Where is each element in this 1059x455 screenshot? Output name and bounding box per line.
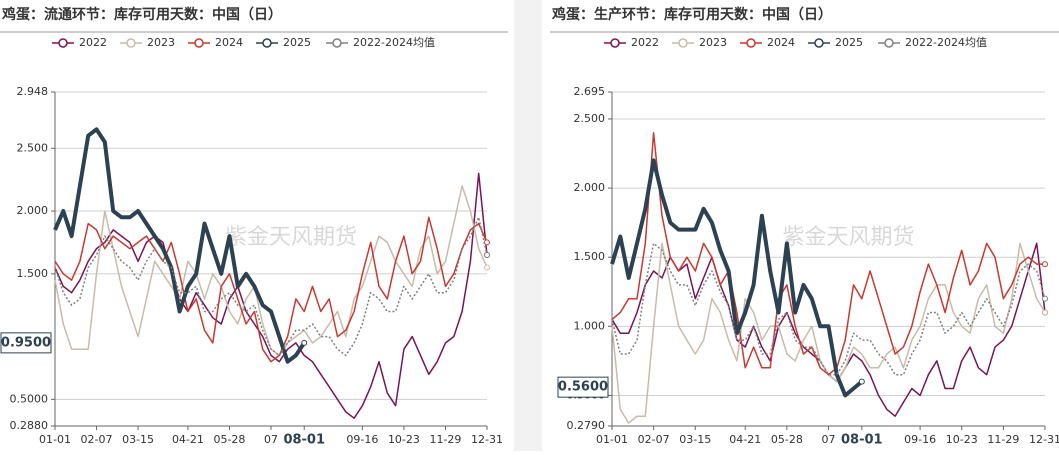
crosshair-label: 0.5600 xyxy=(558,380,608,395)
end-marker xyxy=(484,239,490,246)
x-tick-label: 07 xyxy=(822,433,836,446)
legend-label: 2022-2024均值 xyxy=(353,36,435,49)
end-marker xyxy=(484,264,490,271)
legend-marker xyxy=(194,38,204,48)
legend-marker xyxy=(678,38,688,48)
x-tick-label: 10-23 xyxy=(388,433,420,446)
series-line xyxy=(610,158,864,398)
crosshair-label: 0.9500 xyxy=(1,335,51,350)
legend-label: 2022 xyxy=(631,36,659,49)
series-line xyxy=(53,127,306,364)
x-tick-label: 04-21 xyxy=(172,433,204,446)
y-tick-label: 1.500 xyxy=(17,267,49,280)
end-marker xyxy=(1042,309,1048,316)
series-line xyxy=(611,242,1046,376)
x-tick-label: 02-07 xyxy=(81,433,113,446)
y-tick-label: 1.000 xyxy=(574,319,606,332)
legend-marker xyxy=(58,38,68,48)
y-tick-label: 2.500 xyxy=(17,141,49,154)
legend-marker xyxy=(746,38,756,48)
chart-title: 鸡蛋：生产环节：库存可用天数：中国（日） xyxy=(551,6,832,23)
legend-marker xyxy=(884,38,894,48)
legend-marker xyxy=(332,38,342,48)
y-tick-label: 2.000 xyxy=(574,181,606,194)
legend-label: 2022 xyxy=(79,36,107,49)
x-tick-label: 11-29 xyxy=(429,433,461,446)
x-tick-label: 08-01 xyxy=(841,433,883,448)
legend-label: 2025 xyxy=(283,36,311,49)
x-tick-label: 11-29 xyxy=(987,433,1019,446)
x-tick-label: 03-15 xyxy=(679,433,711,446)
y-tick-label: 0.2880 xyxy=(10,419,49,432)
legend-label: 2023 xyxy=(147,36,175,49)
x-tick-label: 09-16 xyxy=(904,433,936,446)
end-marker xyxy=(1042,261,1048,268)
y-tick-label: 1.500 xyxy=(574,250,606,263)
legend-label: 2025 xyxy=(835,36,863,49)
y-tick-label: 0.5000 xyxy=(10,392,49,405)
x-tick-label: 04-21 xyxy=(729,433,761,446)
chart-title: 鸡蛋：流通环节：库存可用天数：中国（日） xyxy=(1,6,282,23)
x-tick-label: 09-16 xyxy=(346,433,378,446)
x-tick-label: 07 xyxy=(264,433,278,446)
legend-label: 2023 xyxy=(699,36,727,49)
x-tick-label: 10-23 xyxy=(946,433,978,446)
x-tick-label: 03-15 xyxy=(122,433,154,446)
legend-marker xyxy=(610,38,620,48)
crosshair-box xyxy=(0,332,52,354)
watermark: 紫金天风期货 xyxy=(225,225,357,250)
end-marker xyxy=(484,251,490,258)
legend-label: 2024 xyxy=(215,36,243,49)
x-tick-label: 05-28 xyxy=(213,433,245,446)
x-tick-label: 12-31 xyxy=(1029,433,1059,446)
x-tick-label: 01-01 xyxy=(596,433,628,446)
x-tick-label: 12-31 xyxy=(471,433,503,446)
divider xyxy=(514,0,542,451)
end-marker xyxy=(301,339,308,346)
legend-label: 2024 xyxy=(767,36,795,49)
end-marker xyxy=(858,378,865,385)
end-marker xyxy=(1042,295,1048,302)
x-tick-label: 08-01 xyxy=(283,433,325,448)
legend-marker xyxy=(262,38,272,48)
y-tick-label: 2.500 xyxy=(574,112,606,125)
series-line xyxy=(54,172,488,419)
x-tick-label: 02-07 xyxy=(638,433,670,446)
y-tick-label: 0.2790 xyxy=(567,419,606,432)
y-tick-label: 2.000 xyxy=(17,204,49,217)
x-tick-label: 01-01 xyxy=(39,433,71,446)
legend-label: 2022-2024均值 xyxy=(905,36,987,49)
watermark: 紫金天风期货 xyxy=(782,225,914,250)
y-tick-label: 2.695 xyxy=(574,85,606,98)
crosshair-box xyxy=(557,376,609,398)
y-tick-label: 2.948 xyxy=(17,85,49,98)
legend-marker xyxy=(126,38,136,48)
series-line xyxy=(54,216,488,363)
legend-marker xyxy=(814,38,824,48)
x-tick-label: 05-28 xyxy=(771,433,803,446)
series-line xyxy=(611,132,1045,376)
series-line xyxy=(54,216,488,357)
